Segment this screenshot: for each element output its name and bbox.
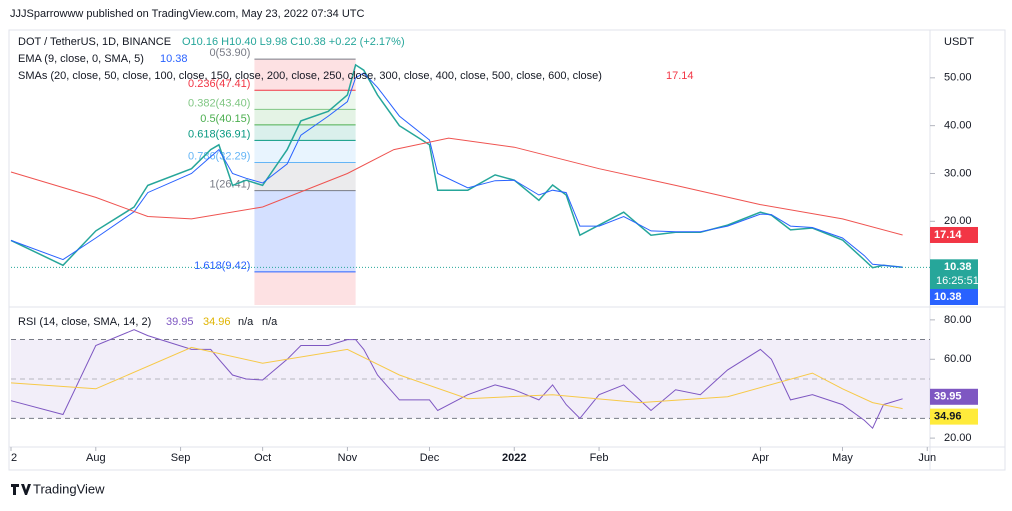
fib-label: 1.618(9.42) <box>194 260 250 272</box>
symbol-name: DOT / TetherUS, 1D, BINANCE <box>18 36 171 48</box>
logo-icon <box>11 484 31 495</box>
series-line <box>10 63 903 269</box>
rsi-value-label-box <box>930 388 978 405</box>
fib-label: 1(26.41) <box>209 179 250 191</box>
series-line <box>10 346 903 410</box>
fib-band <box>254 190 356 272</box>
y-tick-label: 60.00 <box>944 353 972 365</box>
fib-label: 0(53.90) <box>209 47 250 59</box>
rsi-legend-extra: n/a <box>262 316 278 328</box>
footer-logo: TradingView <box>33 481 105 496</box>
x-tick-label: Jun <box>918 452 936 464</box>
fib-band <box>254 90 356 110</box>
sma-price-label-box <box>930 226 978 243</box>
series-line <box>10 137 903 236</box>
series-line <box>10 329 903 430</box>
frame <box>8 29 1006 471</box>
rsi-value-label: 39.95 <box>934 391 962 403</box>
x-tick-label: Oct <box>254 452 271 464</box>
fib-label: 0.618(36.91) <box>188 128 250 140</box>
countdown: 16:25:51 <box>936 275 979 287</box>
ema-legend: EMA (9, close, 0, SMA, 5) <box>18 53 144 65</box>
last-price-label: 10.38 <box>944 261 972 273</box>
rsi-sma-value-label: 34.96 <box>934 411 962 423</box>
series-line <box>10 72 903 268</box>
fib-band <box>254 109 356 125</box>
axis-unit: USDT <box>944 36 974 48</box>
x-tick-label: Aug <box>86 452 106 464</box>
fib-band <box>254 140 356 163</box>
rsi-legend-extra: n/a <box>238 316 254 328</box>
fib-band <box>254 59 356 91</box>
rsi-sma-legend-value: 34.96 <box>203 316 231 328</box>
x-tick-label: Nov <box>338 452 358 464</box>
y-tick-label: 40.00 <box>944 120 972 132</box>
ohlc: O10.16 H10.40 L9.98 C10.38 +0.22 (+2.17%… <box>182 36 405 48</box>
y-tick-label: 50.00 <box>944 72 972 84</box>
x-tick-label: Apr <box>752 452 769 464</box>
x-tick-label: Feb <box>590 452 609 464</box>
fib-label: 0.382(43.40) <box>188 97 250 109</box>
y-tick-label: 80.00 <box>944 314 972 326</box>
sma-legend: SMAs (20, close, 50, close, 100, close, … <box>18 70 602 82</box>
rsi-legend: RSI (14, close, SMA, 14, 2) <box>18 316 151 328</box>
y-tick-label: 20.00 <box>944 432 972 444</box>
fib-label: 0.236(47.41) <box>188 78 250 90</box>
x-tick-label: May <box>832 452 853 464</box>
published: JJJSparrowww published on TradingView.co… <box>10 8 364 20</box>
x-tick-label: 2022 <box>502 452 526 464</box>
rsi-sma-value-label-box <box>930 408 978 425</box>
fib-label: 0.5(40.15) <box>200 113 250 125</box>
fib-label: 0.786(32.29) <box>188 150 250 162</box>
ema-price-label: 10.38 <box>934 291 962 303</box>
fib-band <box>254 271 356 305</box>
x-tick-label: Sep <box>171 452 191 464</box>
sma-legend-value: 17.14 <box>666 70 694 82</box>
y-tick-label: 30.00 <box>944 167 972 179</box>
x-tick-label: Dec <box>420 452 440 464</box>
last-price-box <box>930 259 978 290</box>
ema-price-label-box <box>930 289 978 305</box>
sma-price-label: 17.14 <box>934 229 962 241</box>
x-tick-label: 2 <box>11 452 17 464</box>
rsi-legend-value: 39.95 <box>166 316 194 328</box>
y-tick-label: 20.00 <box>944 215 972 227</box>
ema-legend-value: 10.38 <box>160 53 188 65</box>
